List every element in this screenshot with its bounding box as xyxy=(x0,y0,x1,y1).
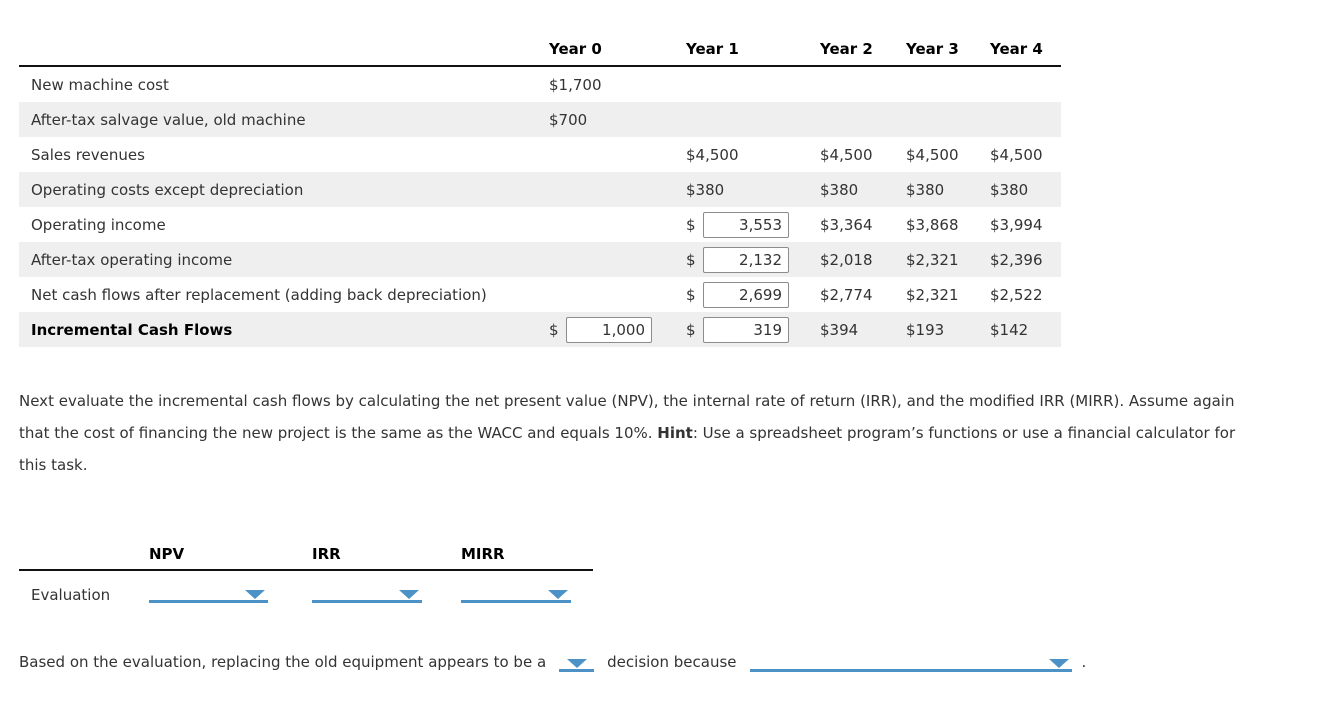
instruction-paragraph: Next evaluate the incremental cash flows… xyxy=(19,385,1259,481)
cell-value: $3,868 xyxy=(906,215,959,234)
after-tax-operating-income-year1-input[interactable] xyxy=(703,246,789,273)
table-row: After-tax operating income $ $2,018 $2,3… xyxy=(19,242,1061,277)
dollar-sign: $ xyxy=(686,320,696,339)
cell-value: $1,700 xyxy=(549,75,602,94)
table-row: After-tax salvage value, old machine $70… xyxy=(19,102,1061,137)
row-label: Incremental Cash Flows xyxy=(31,320,233,339)
evaluation-row-label: Evaluation xyxy=(31,586,111,604)
dropdown-arrow-icon xyxy=(566,659,587,668)
conclusion-text-before: Based on the evaluation, replacing the o… xyxy=(19,653,547,671)
dropdown-arrow-icon xyxy=(548,590,568,599)
cell-value: $380 xyxy=(820,180,859,199)
incremental-cash-flows-year1-input[interactable] xyxy=(703,316,789,343)
cash-flow-table: Year 0 Year 1 Year 2 Year 3 Year 4 New m… xyxy=(19,40,1061,347)
cell-value: $394 xyxy=(820,320,859,339)
conclusion-sentence: Based on the evaluation, replacing the o… xyxy=(19,653,1342,672)
cell-value: $4,500 xyxy=(906,145,959,164)
dollar-sign: $ xyxy=(686,285,696,304)
table-row: Operating income $ $3,364 $3,868 $3,994 xyxy=(19,207,1061,242)
paragraph-text: Next evaluate the incremental cash flows… xyxy=(19,392,1235,442)
table-row: Incremental Cash Flows $ $ $394 $193 $14… xyxy=(19,312,1061,347)
dropdown-arrow-icon xyxy=(399,590,419,599)
incremental-cash-flows-year0-input[interactable] xyxy=(566,316,652,343)
evaluation-header-blank xyxy=(19,545,149,563)
mirr-evaluation-dropdown[interactable] xyxy=(461,585,571,603)
table-row: Sales revenues $4,500 $4,500 $4,500 $4,5… xyxy=(19,137,1061,172)
hint-label: Hint xyxy=(657,424,693,442)
cell-value: $4,500 xyxy=(686,145,739,164)
row-label: Net cash flows after replacement (adding… xyxy=(31,285,487,304)
row-label: After-tax salvage value, old machine xyxy=(31,110,306,129)
row-label: After-tax operating income xyxy=(31,250,233,269)
npv-evaluation-dropdown[interactable] xyxy=(149,585,268,603)
cell-value: $2,522 xyxy=(990,285,1043,304)
operating-income-year1-input[interactable] xyxy=(703,211,789,238)
cell-value: $193 xyxy=(906,320,945,339)
cell-value: $2,321 xyxy=(906,250,959,269)
cell-value: $380 xyxy=(686,180,725,199)
irr-header: IRR xyxy=(312,545,341,563)
table-row: Operating costs except depreciation $380… xyxy=(19,172,1061,207)
cell-value: $700 xyxy=(549,110,588,129)
cell-value: $3,994 xyxy=(990,215,1043,234)
npv-header: NPV xyxy=(149,545,185,563)
evaluation-table: NPV IRR MIRR Evaluation xyxy=(19,545,593,607)
decision-reason-dropdown[interactable] xyxy=(749,654,1072,672)
cell-value: $3,364 xyxy=(820,215,873,234)
table-header-row: Year 0 Year 1 Year 2 Year 3 Year 4 xyxy=(19,40,1061,67)
worksheet: Year 0 Year 1 Year 2 Year 3 Year 4 New m… xyxy=(0,40,1342,672)
row-label: Operating income xyxy=(31,215,166,234)
row-label: Operating costs except depreciation xyxy=(31,180,304,199)
dollar-sign: $ xyxy=(549,320,559,339)
cell-value: $380 xyxy=(990,180,1029,199)
evaluation-header-row: NPV IRR MIRR xyxy=(19,545,593,571)
mirr-header: MIRR xyxy=(461,545,505,563)
cell-value: $2,321 xyxy=(906,285,959,304)
paragraph-text: : Use a spreadsheet program’s functions … xyxy=(19,424,1236,474)
evaluation-row: Evaluation xyxy=(19,585,593,607)
cell-value: $2,396 xyxy=(990,250,1043,269)
cell-value: $380 xyxy=(906,180,945,199)
dollar-sign: $ xyxy=(686,215,696,234)
column-header-year4: Year 4 xyxy=(990,40,1043,58)
dropdown-arrow-icon xyxy=(1048,659,1069,668)
cell-value: $4,500 xyxy=(820,145,873,164)
row-label: New machine cost xyxy=(31,75,169,94)
dropdown-arrow-icon xyxy=(245,590,265,599)
table-row: New machine cost $1,700 xyxy=(19,67,1061,102)
row-label: Sales revenues xyxy=(31,145,145,164)
cell-value: $142 xyxy=(990,320,1029,339)
irr-evaluation-dropdown[interactable] xyxy=(312,585,422,603)
conclusion-period: . xyxy=(1081,653,1087,671)
cell-value: $2,774 xyxy=(820,285,873,304)
dollar-sign: $ xyxy=(686,250,696,269)
conclusion-text-middle: decision because xyxy=(607,653,737,671)
decision-type-dropdown[interactable] xyxy=(559,654,595,672)
column-header-year1: Year 1 xyxy=(686,40,739,58)
table-row: Net cash flows after replacement (adding… xyxy=(19,277,1061,312)
column-header-year3: Year 3 xyxy=(906,40,959,58)
column-header-year2: Year 2 xyxy=(820,40,873,58)
net-cash-flows-year1-input[interactable] xyxy=(703,281,789,308)
cell-value: $2,018 xyxy=(820,250,873,269)
cell-value: $4,500 xyxy=(990,145,1043,164)
column-header-year0: Year 0 xyxy=(549,40,602,58)
